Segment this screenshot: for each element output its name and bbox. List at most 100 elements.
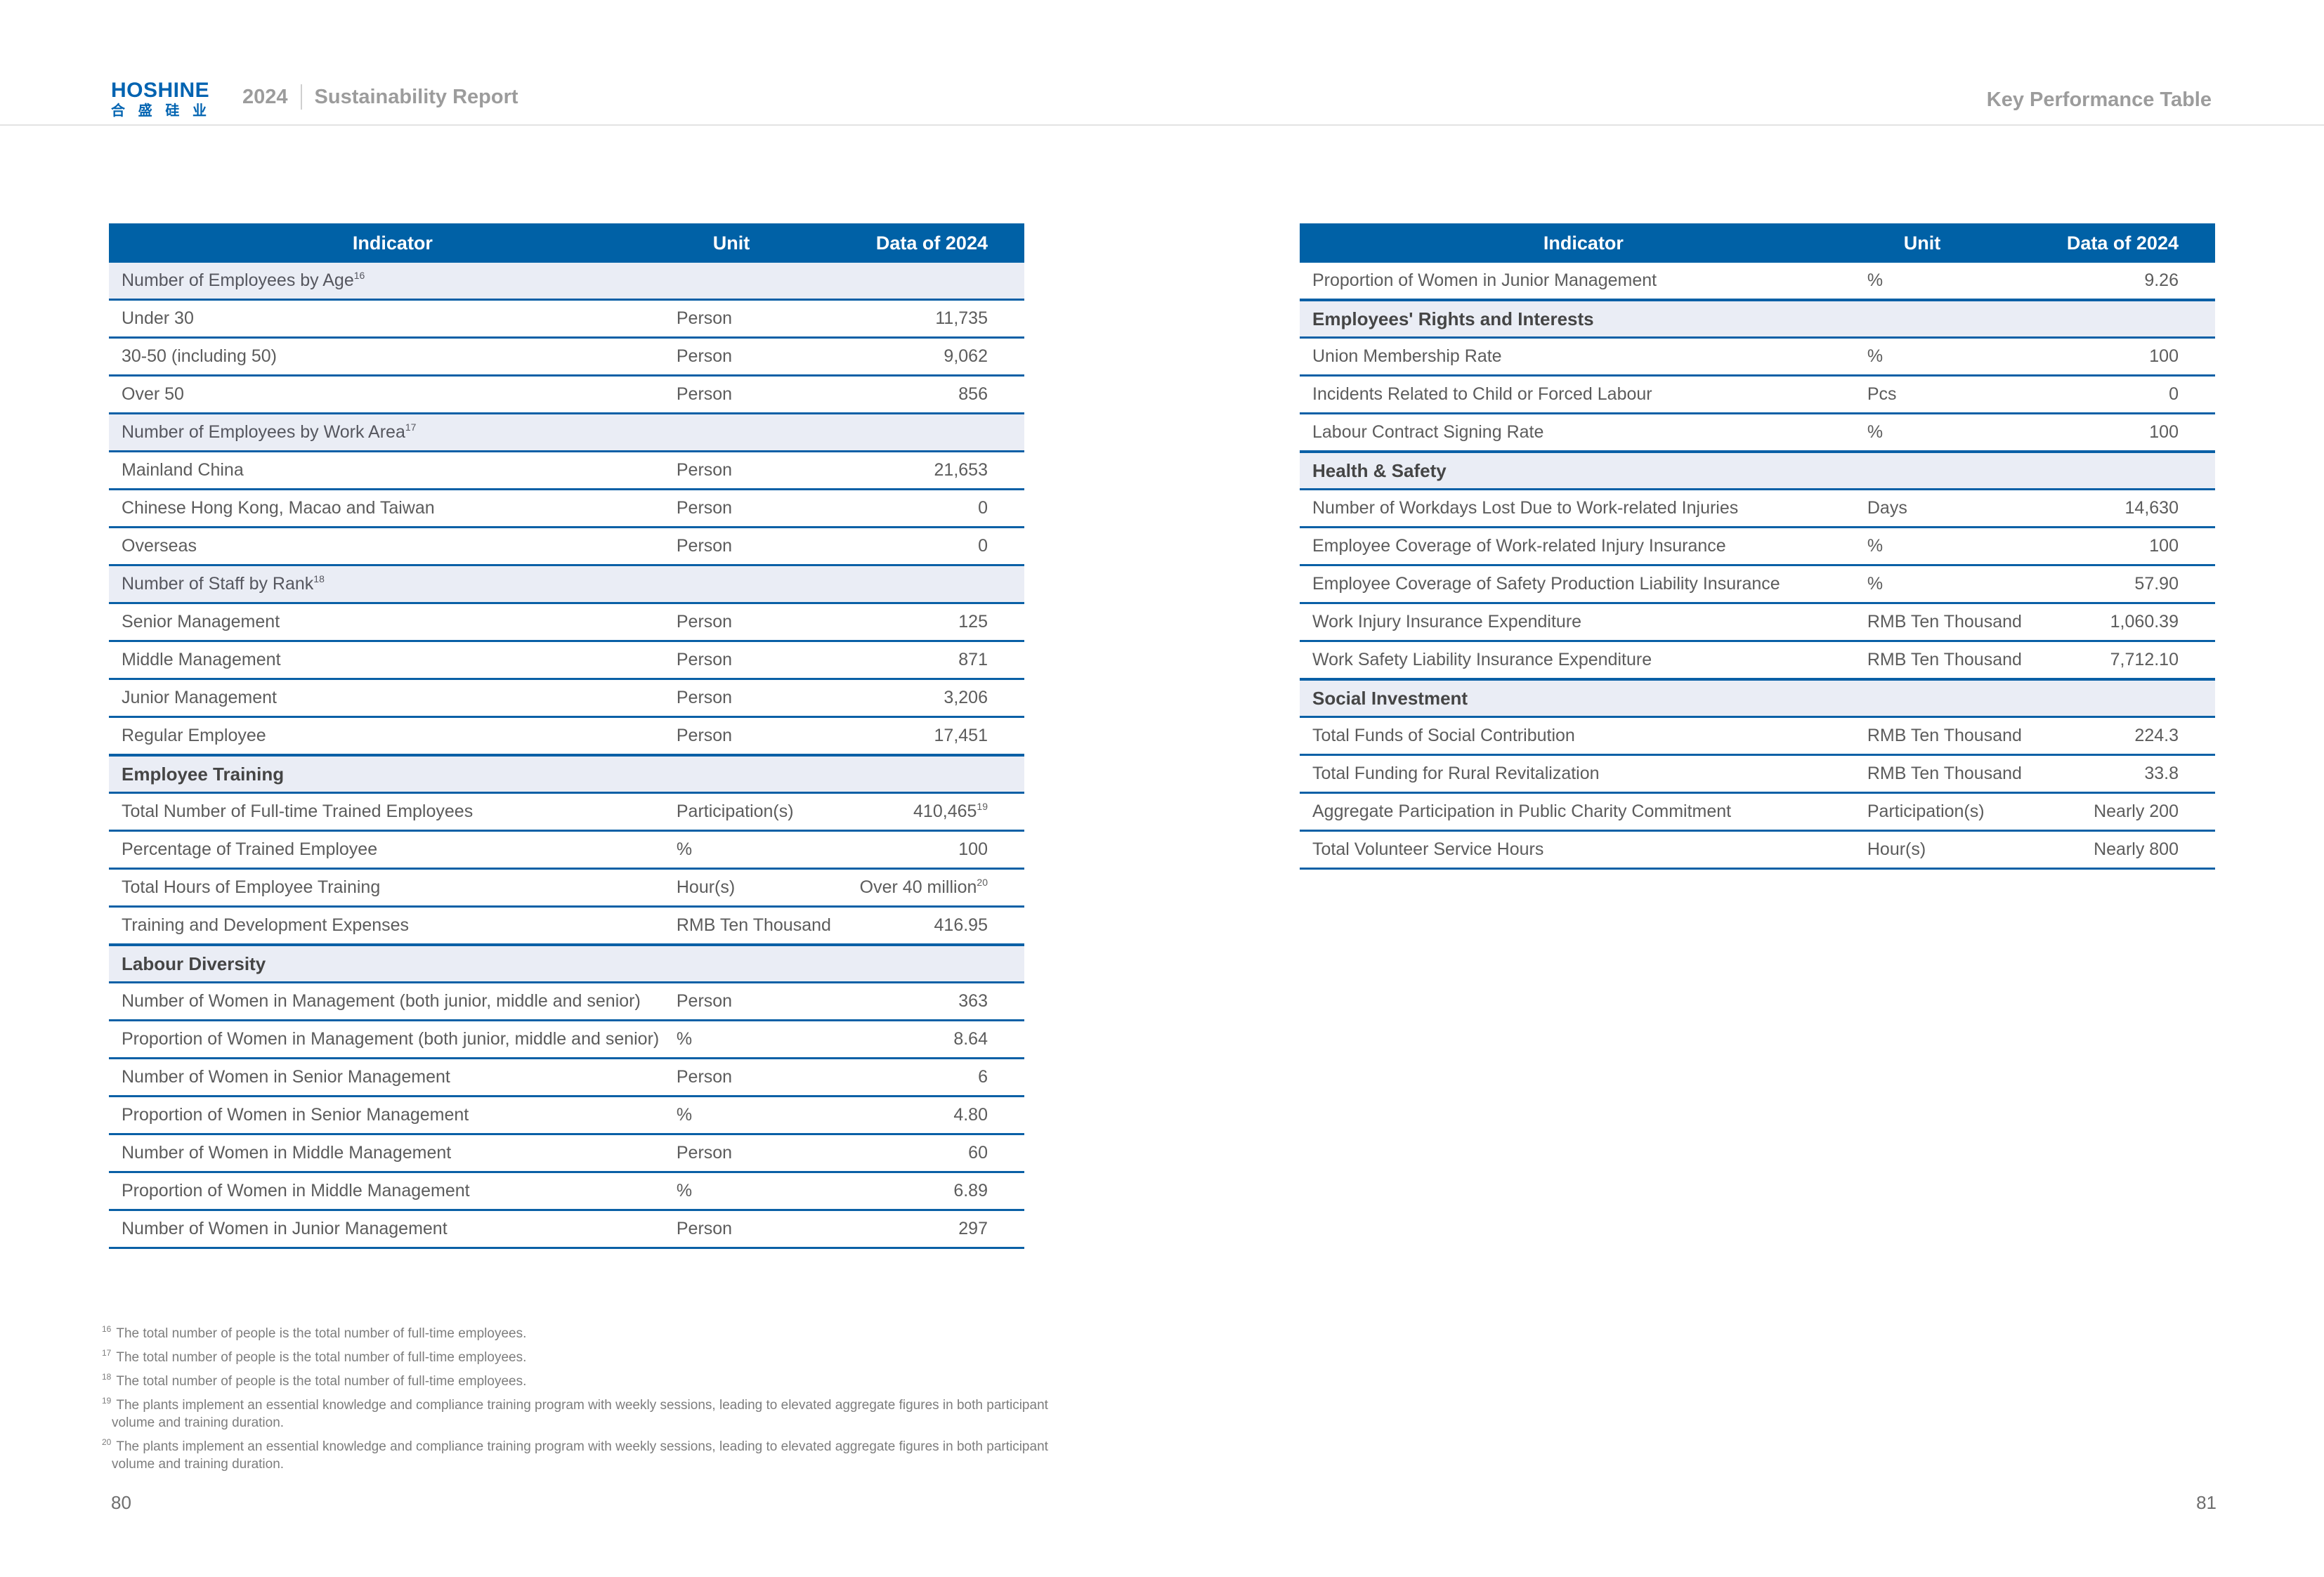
table-row: Union Membership Rate% 100 bbox=[1300, 339, 2215, 377]
unit-cell: % bbox=[676, 1181, 693, 1200]
unit-cell: Hour(s) bbox=[1867, 839, 1926, 859]
table-row: Employee Coverage of Safety Production L… bbox=[1300, 566, 2215, 604]
indicator-cell: Total Funds of Social Contribution bbox=[1312, 726, 1575, 745]
report-title: Sustainability Report bbox=[314, 85, 518, 108]
value-cell: 6.89 bbox=[953, 1181, 988, 1200]
footnote-text: The plants implement an essential knowle… bbox=[112, 1398, 1048, 1430]
table-row: Senior Management Person 125 bbox=[109, 604, 1024, 642]
logo-cn-char: 合 bbox=[111, 103, 125, 119]
indicator-cell: Chinese Hong Kong, Macao and Taiwan bbox=[122, 498, 435, 518]
unit-cell: RMB Ten Thousand bbox=[676, 915, 831, 935]
unit-cell: Person bbox=[676, 536, 733, 556]
footnote-marker: 20 bbox=[977, 877, 988, 888]
unit-cell: Person bbox=[676, 384, 733, 404]
table-row: Work Safety Liability Insurance Expendit… bbox=[1300, 642, 2215, 680]
column-header-indicator: Indicator bbox=[352, 232, 433, 254]
indicator-cell: Mainland China bbox=[122, 460, 244, 480]
value-cell: 9,062 bbox=[944, 346, 988, 366]
table-row: Overseas Person 0 bbox=[109, 528, 1024, 566]
value-cell: 100 bbox=[2149, 536, 2179, 556]
table-row: Percentage of Trained Employee% 100 bbox=[109, 832, 1024, 870]
section-row: Social Investment bbox=[1300, 680, 2215, 718]
subsection-label: Number of Staff by Rank18 bbox=[122, 573, 325, 594]
footnote-number: 18 bbox=[102, 1372, 112, 1382]
unit-cell: % bbox=[1867, 270, 1884, 290]
unit-cell: Person bbox=[676, 1219, 733, 1238]
table-row: Aggregate Participation in Public Charit… bbox=[1300, 794, 2215, 832]
value-cell: 33.8 bbox=[2144, 764, 2179, 783]
value-cell: 14,630 bbox=[2124, 498, 2179, 518]
unit-cell: % bbox=[1867, 422, 1884, 442]
section-row: Employees' Rights and Interests bbox=[1300, 301, 2215, 339]
table-row: Training and Development Expenses RMB Ten… bbox=[109, 908, 1024, 945]
indicator-cell: Proportion of Women in Management (both … bbox=[122, 1029, 660, 1049]
indicator-cell: Training and Development Expenses bbox=[122, 915, 410, 935]
page-title: Key Performance Table bbox=[1986, 89, 2212, 111]
footnote-marker: 18 bbox=[313, 573, 325, 584]
indicator-cell: Percentage of Trained Employee bbox=[122, 839, 378, 859]
section-label: Social Investment bbox=[1312, 687, 1468, 709]
kpi-table-right: Indicator Unit Data of 2024 Proportion o… bbox=[1300, 223, 2215, 870]
indicator-cell: Proportion of Women in Middle Management bbox=[122, 1181, 470, 1200]
unit-cell: RMB Ten Thousand bbox=[1867, 650, 2022, 669]
value-cell: 9.26 bbox=[2144, 270, 2179, 290]
unit-cell: % bbox=[1867, 346, 1884, 366]
unit-cell: Person bbox=[676, 498, 733, 518]
value-cell: 297 bbox=[958, 1219, 988, 1238]
footnote-number: 16 bbox=[102, 1324, 112, 1334]
indicator-cell: Work Safety Liability Insurance Expendit… bbox=[1312, 650, 1652, 669]
unit-cell: Person bbox=[676, 991, 733, 1011]
table-row: Number of Women in Senior Management Pers… bbox=[109, 1059, 1024, 1097]
footnote-text: The total number of people is the total … bbox=[116, 1326, 527, 1341]
table-row: Number of Women in Middle Management Pers… bbox=[109, 1135, 1024, 1173]
kpi-table-left: Indicator Unit Data of 2024 Number of Em… bbox=[109, 223, 1024, 1249]
report-meta: 2024 Sustainability Report bbox=[242, 84, 518, 110]
table-body: Proportion of Women in Junior Management… bbox=[1300, 263, 2215, 870]
indicator-cell: Number of Women in Middle Management bbox=[122, 1143, 452, 1163]
table-header-row: Indicator Unit Data of 2024 bbox=[1300, 223, 2215, 263]
value-cell: 100 bbox=[2149, 346, 2179, 366]
value-cell: 871 bbox=[958, 650, 988, 669]
indicator-cell: Number of Women in Senior Management bbox=[122, 1067, 450, 1087]
indicator-cell: Total Number of Full-time Trained Employ… bbox=[122, 801, 474, 821]
unit-cell: Person bbox=[676, 1143, 733, 1163]
unit-cell: Person bbox=[676, 308, 733, 328]
indicator-cell: 30-50 (including 50) bbox=[122, 346, 277, 366]
unit-cell: Person bbox=[676, 612, 733, 632]
table-row: Proportion of Women in Middle Management… bbox=[109, 1173, 1024, 1211]
indicator-cell: Aggregate Participation in Public Charit… bbox=[1312, 801, 1732, 821]
table-row: Junior Management Person 3,206 bbox=[109, 680, 1024, 718]
indicator-cell: Employee Coverage of Work-related Injury… bbox=[1312, 536, 1726, 556]
unit-cell: Participation(s) bbox=[1867, 801, 1985, 821]
indicator-cell: Union Membership Rate bbox=[1312, 346, 1502, 366]
table-row: Under 30 Person 11,735 bbox=[109, 301, 1024, 339]
table-body: Number of Employees by Age16 Under 30 Pers… bbox=[109, 263, 1024, 1249]
logo-cn-char: 业 bbox=[192, 103, 207, 119]
indicator-cell: Middle Management bbox=[122, 650, 281, 669]
unit-cell: RMB Ten Thousand bbox=[1867, 726, 2022, 745]
hoshine-logo: HOSHINE 合盛硅业 bbox=[111, 80, 209, 119]
indicator-cell: Proportion of Women in Junior Management bbox=[1312, 270, 1657, 290]
unit-cell: Person bbox=[676, 346, 733, 366]
footnote-marker: 16 bbox=[353, 270, 365, 281]
table-row: Middle Management Person 871 bbox=[109, 642, 1024, 680]
unit-cell: % bbox=[676, 839, 693, 859]
table-row: Work Injury Insurance Expenditure RMB Ten… bbox=[1300, 604, 2215, 642]
unit-cell: Participation(s) bbox=[676, 801, 794, 821]
table-row: Over 50 Person 856 bbox=[109, 377, 1024, 414]
value-cell: 125 bbox=[958, 612, 988, 632]
table-row: Total Funds of Social Contribution RMB Te… bbox=[1300, 718, 2215, 756]
value-cell: 0 bbox=[978, 498, 988, 518]
section-label: Employees' Rights and Interests bbox=[1312, 308, 1594, 329]
value-cell: 363 bbox=[958, 991, 988, 1011]
logo-chinese-characters: 合盛硅业 bbox=[111, 104, 207, 118]
table-row: Regular Employee Person 17,451 bbox=[109, 718, 1024, 756]
table-row: Employee Coverage of Work-related Injury… bbox=[1300, 528, 2215, 566]
column-header-data: Data of 2024 bbox=[2066, 232, 2179, 254]
logo-cn-char: 硅 bbox=[165, 103, 180, 119]
value-cell: 100 bbox=[2149, 422, 2179, 442]
indicator-cell: Work Injury Insurance Expenditure bbox=[1312, 612, 1582, 632]
table-row: Mainland China Person 21,653 bbox=[109, 452, 1024, 490]
unit-cell: Person bbox=[676, 650, 733, 669]
